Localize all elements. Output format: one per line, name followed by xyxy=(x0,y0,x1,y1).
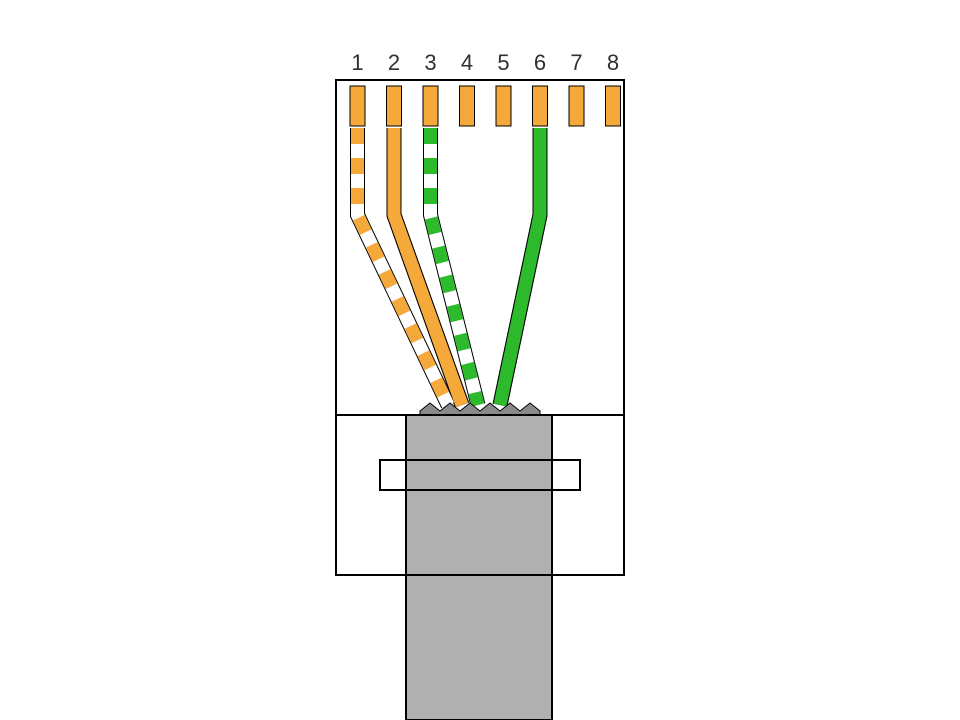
pin-contact-5 xyxy=(496,86,511,126)
pin-label-8: 8 xyxy=(607,50,619,75)
pin-contact-1 xyxy=(350,86,365,126)
rj45-diagram: 12345678 xyxy=(0,0,960,720)
pin-label-2: 2 xyxy=(388,50,400,75)
pin-label-5: 5 xyxy=(497,50,509,75)
pin-contact-2 xyxy=(387,86,402,126)
pin-label-3: 3 xyxy=(424,50,436,75)
pin-contact-3 xyxy=(423,86,438,126)
cable xyxy=(406,575,552,720)
pin-contact-4 xyxy=(460,86,475,126)
pin-label-6: 6 xyxy=(534,50,546,75)
pin-contact-8 xyxy=(606,86,621,126)
pin-label-7: 7 xyxy=(570,50,582,75)
pin-contact-6 xyxy=(533,86,548,126)
pin-contact-7 xyxy=(569,86,584,126)
pin-label-1: 1 xyxy=(351,50,363,75)
pin-label-4: 4 xyxy=(461,50,473,75)
cable-in-boot xyxy=(406,415,552,575)
